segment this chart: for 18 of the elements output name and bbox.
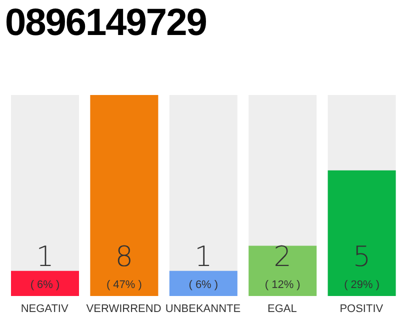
x-tick-label: EGAL: [268, 302, 297, 315]
x-tick-label: UNBEKANNTE: [165, 302, 241, 315]
annotation: ( 6% ): [30, 279, 60, 291]
annotation: ( 12% ): [264, 279, 300, 291]
x-tick-label: POSITIV: [340, 302, 384, 315]
data-label: 8: [115, 240, 134, 273]
annotation: ( 6% ): [188, 279, 218, 291]
annotation: ( 29% ): [344, 279, 380, 291]
annotation: ( 47% ): [106, 279, 142, 291]
data-label: 2: [274, 240, 292, 273]
x-tick-label: VERWIRREND: [86, 302, 162, 315]
data-label: 5: [352, 240, 371, 273]
chart-title: 0896149729: [5, 2, 206, 45]
x-tick-label: NEGATIV: [20, 302, 69, 315]
data-label: 1: [36, 240, 54, 273]
bar: [11, 270, 79, 296]
data-label: 1: [194, 240, 212, 273]
bar: [169, 270, 238, 296]
